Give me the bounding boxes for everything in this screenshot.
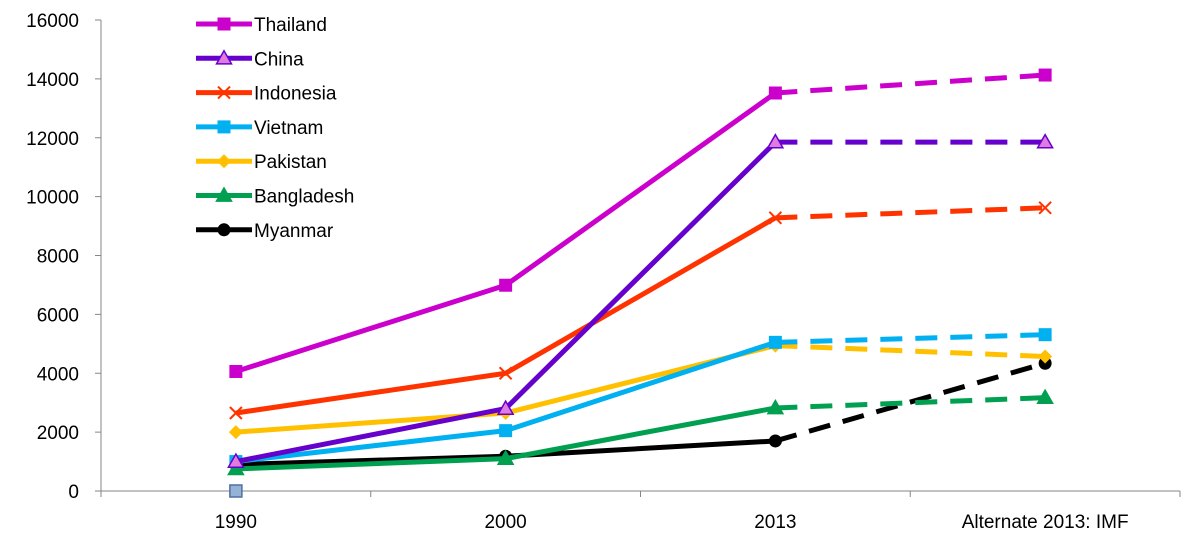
data-point	[1038, 201, 1052, 215]
y-tick-label: 6000	[37, 305, 79, 326]
legend-item-myanmar: Myanmar	[196, 221, 334, 242]
legend-item-thailand: Thailand	[196, 15, 327, 36]
data-point	[766, 398, 785, 415]
y-tick-label: 0	[68, 482, 79, 503]
data-point	[228, 425, 243, 440]
data-point	[229, 364, 243, 378]
series-line-alternate	[775, 343, 1046, 359]
y-tick-label: 8000	[37, 247, 79, 268]
data-point	[217, 154, 231, 169]
y-tick-label: 14000	[26, 70, 79, 91]
legend-label: Bangladesh	[254, 187, 354, 208]
y-tick-label: 16000	[26, 11, 79, 32]
y-tick-label: 12000	[26, 129, 79, 150]
legend-label: Indonesia	[254, 84, 337, 105]
data-point	[227, 452, 245, 468]
series-line-alternate	[775, 205, 1046, 221]
legend-label: Vietnam	[254, 118, 323, 139]
data-point	[215, 186, 233, 202]
data-point	[496, 449, 515, 465]
legend-item-bangladesh: Bangladesh	[196, 186, 354, 208]
data-point	[1036, 133, 1054, 149]
data-point	[217, 85, 231, 100]
series-china	[227, 133, 1054, 468]
series-line-alternate	[775, 332, 1046, 345]
series-line	[235, 215, 777, 416]
x-tick-label: 2000	[484, 512, 526, 533]
legend-item-indonesia: Indonesia	[196, 84, 337, 105]
data-point	[766, 133, 785, 149]
legend-item-vietnam: Vietnam	[196, 118, 323, 139]
series-line-alternate	[775, 72, 1046, 96]
data-point	[768, 434, 782, 448]
x-tick-label: Alternate 2013: IMF	[962, 512, 1129, 533]
data-point	[1038, 349, 1053, 364]
y-tick-label: 2000	[37, 423, 79, 444]
chart-axes: 0 2000 4000 6000 8000 10000 12000 14000 16000 199…	[26, 11, 1181, 533]
series-bangladesh	[227, 388, 1054, 476]
data-point	[229, 406, 243, 420]
series-layer	[227, 68, 1054, 498]
legend-item-china: China	[196, 49, 304, 70]
legend-label: Pakistan	[254, 152, 327, 173]
series-line-alternate	[775, 395, 1046, 411]
data-point	[498, 366, 513, 380]
legend-label: China	[254, 49, 304, 70]
legend: Thailand China Indonesia Vietnam Pakistan Ban…	[196, 15, 354, 242]
data-point-extra	[229, 484, 243, 498]
x-tick-label: 2013	[754, 512, 796, 533]
series-myanmar	[229, 356, 1052, 472]
x-tick-label: 1990	[215, 512, 257, 533]
y-tick-label: 10000	[26, 188, 79, 209]
legend-label: Thailand	[254, 15, 327, 36]
data-point	[768, 211, 783, 225]
series-thailand	[229, 68, 1052, 378]
series-line-alternate	[774, 360, 1046, 444]
data-point	[1036, 388, 1054, 405]
data-point	[1038, 68, 1052, 82]
data-point	[496, 399, 515, 415]
legend-label: Myanmar	[254, 221, 334, 242]
series-indonesia	[229, 201, 1052, 420]
y-tick-label: 4000	[37, 364, 79, 385]
data-point	[1038, 328, 1052, 342]
data-point	[217, 17, 231, 31]
legend-item-pakistan: Pakistan	[196, 152, 327, 173]
series-vietnam	[229, 328, 1052, 469]
data-point	[499, 424, 513, 438]
data-point	[217, 120, 231, 134]
data-point	[768, 335, 782, 349]
data-point	[768, 86, 782, 100]
data-point	[499, 278, 513, 292]
data-point	[215, 49, 233, 65]
data-point	[217, 223, 231, 237]
